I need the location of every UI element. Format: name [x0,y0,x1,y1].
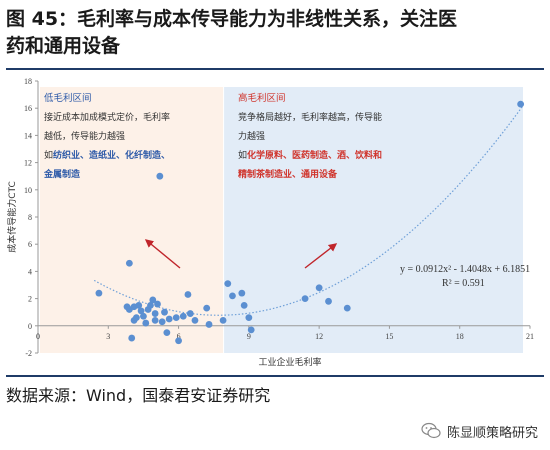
data-point [301,295,309,302]
top-rule [6,68,544,70]
data-point [163,329,171,336]
y-tick-label: 16 [24,104,32,113]
y-tick-label: 8 [28,213,32,222]
high-margin-industries-2: 精制茶制造业、通用设备 [238,170,338,180]
data-point [186,310,194,317]
high-margin-industries-1: 化学原料、医药制造、酒、饮料和 [247,151,383,161]
data-point [203,304,211,312]
data-point [161,308,168,316]
watermark: 陈显顺策略研究 [421,420,538,442]
data-point [240,302,248,309]
data-point [125,259,133,267]
high-margin-line2: 力越强 [238,132,266,142]
data-point [175,337,182,345]
data-point [133,314,140,322]
source-note: 数据来源：Wind，国泰君安证券研究 [6,386,271,405]
high-margin-header: 高毛利区间 [238,93,286,104]
title-line-1: 图 45：毛利率与成本传导能力为非线性关系，关注医 [6,8,458,30]
x-tick-label: 9 [247,332,251,341]
x-tick-label: 0 [36,332,40,341]
data-point [325,297,332,305]
y-tick-label: 2 [28,295,32,304]
data-point [137,307,145,315]
data-point [229,292,236,300]
trend-equation: y = 0.0912x² - 1.4048x + 6.1851 R² = 0.5… [400,263,530,291]
y-tick-label: 0 [28,322,32,331]
trendline [93,105,524,316]
low-margin-line1: 接近成本加成模式定价，毛利率 [44,113,171,123]
y-tick-label: 6 [28,240,32,249]
data-point [205,321,213,328]
x-tick-label: 18 [456,332,464,341]
x-tick-label: 12 [315,332,323,341]
trend-equation-text: y = 0.0912x² - 1.4048x + 6.1851 [400,264,531,275]
bottom-rule [6,375,544,377]
data-point [140,312,147,320]
data-point [147,302,154,309]
data-point [184,291,192,298]
data-point [191,316,199,324]
data-point [154,300,161,308]
y-axis-label: 成本传导能力CTC [6,181,18,253]
low-margin-arrow [144,239,181,269]
x-tick-label: 3 [106,332,110,341]
data-point [245,314,253,322]
high-margin-line1: 竞争格局越好，毛利率越高，传导能 [238,113,383,123]
data-point [219,316,227,324]
data-point [247,326,255,334]
data-point [238,289,246,297]
data-point [224,280,232,288]
low-margin-line2: 越低，传导能力越强 [44,132,126,142]
y-tick-label: 12 [24,159,32,168]
y-tick-label: 14 [24,131,32,140]
watermark-text: 陈显顺策略研究 [446,425,538,441]
data-point [158,318,166,326]
high-margin-annotation: 高毛利区间 竞争格局越好，毛利率越高，传导能 力越强 如化学原料、医药制造、酒、… [238,89,428,185]
data-point [165,315,173,323]
data-point [315,284,323,292]
x-tick-label: 6 [177,332,181,341]
low-margin-header: 低毛利区间 [44,93,92,104]
y-tick-label: 4 [28,267,32,276]
high-margin-arrow [304,243,338,269]
trend-r-squared: R² = 0.591 [442,278,485,289]
data-point [179,312,187,320]
x-tick-label: 15 [385,332,393,341]
data-point [95,289,103,297]
wechat-icon [421,422,441,439]
low-margin-industries-2: 金属制造 [44,170,81,180]
data-point [156,172,164,180]
x-axis-label: 工业企业毛利率 [258,356,321,368]
low-margin-prefix: 如 [44,151,54,161]
y-tick-label: 18 [24,77,32,86]
data-point [172,314,180,322]
low-margin-industries-1: 纺织业、造纸业、化纤制造、 [53,151,171,161]
data-point [142,319,150,327]
high-margin-prefix: 如 [238,151,248,161]
y-tick-label: -2 [25,349,32,358]
y-tick-label: 10 [24,186,32,195]
data-point [151,310,159,317]
low-margin-annotation: 低毛利区间 接近成本加成模式定价，毛利率 越低，传导能力越强 如纺织业、造纸业、… [44,89,219,185]
data-point [151,316,159,324]
data-point [128,334,136,342]
chart-title: 图 45：毛利率与成本传导能力为非线性关系，关注医 药和通用设备 [6,6,546,60]
x-tick-label: 21 [526,332,534,341]
data-point [135,302,143,309]
data-point [517,100,525,108]
data-point [149,296,157,304]
scatter-chart: -2 0 2 4 6 8 10 12 14 16 18 0 3 6 9 12 15 18 21 工业企业毛利率 成本传导… [6,77,534,368]
title-line-2: 药和通用设备 [6,35,121,57]
data-point [343,304,351,312]
